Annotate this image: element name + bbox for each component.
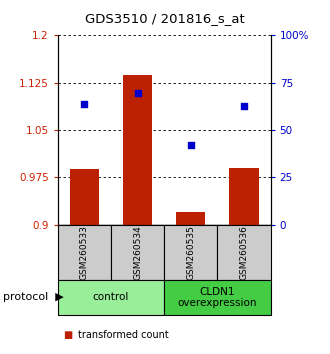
Bar — [58, 280, 164, 315]
Text: GSM260536: GSM260536 — [240, 225, 248, 280]
Bar — [70, 169, 99, 225]
Text: ■: ■ — [63, 330, 72, 339]
Text: CLDN1
overexpression: CLDN1 overexpression — [178, 286, 257, 308]
Text: transformed count: transformed count — [78, 330, 168, 339]
Point — [135, 91, 140, 96]
Bar — [164, 280, 271, 315]
Text: GDS3510 / 201816_s_at: GDS3510 / 201816_s_at — [85, 12, 245, 25]
Bar — [58, 225, 111, 280]
Point — [82, 101, 87, 107]
Text: GSM260534: GSM260534 — [133, 225, 142, 280]
Bar — [217, 225, 271, 280]
Text: control: control — [93, 292, 129, 302]
Point — [188, 142, 193, 148]
Point — [241, 103, 247, 109]
Bar — [176, 212, 205, 225]
Bar — [111, 225, 164, 280]
Text: protocol  ▶: protocol ▶ — [3, 292, 64, 302]
Bar — [164, 225, 217, 280]
Text: GSM260533: GSM260533 — [80, 225, 89, 280]
Bar — [229, 168, 259, 225]
Text: GSM260535: GSM260535 — [186, 225, 195, 280]
Bar — [123, 75, 152, 225]
